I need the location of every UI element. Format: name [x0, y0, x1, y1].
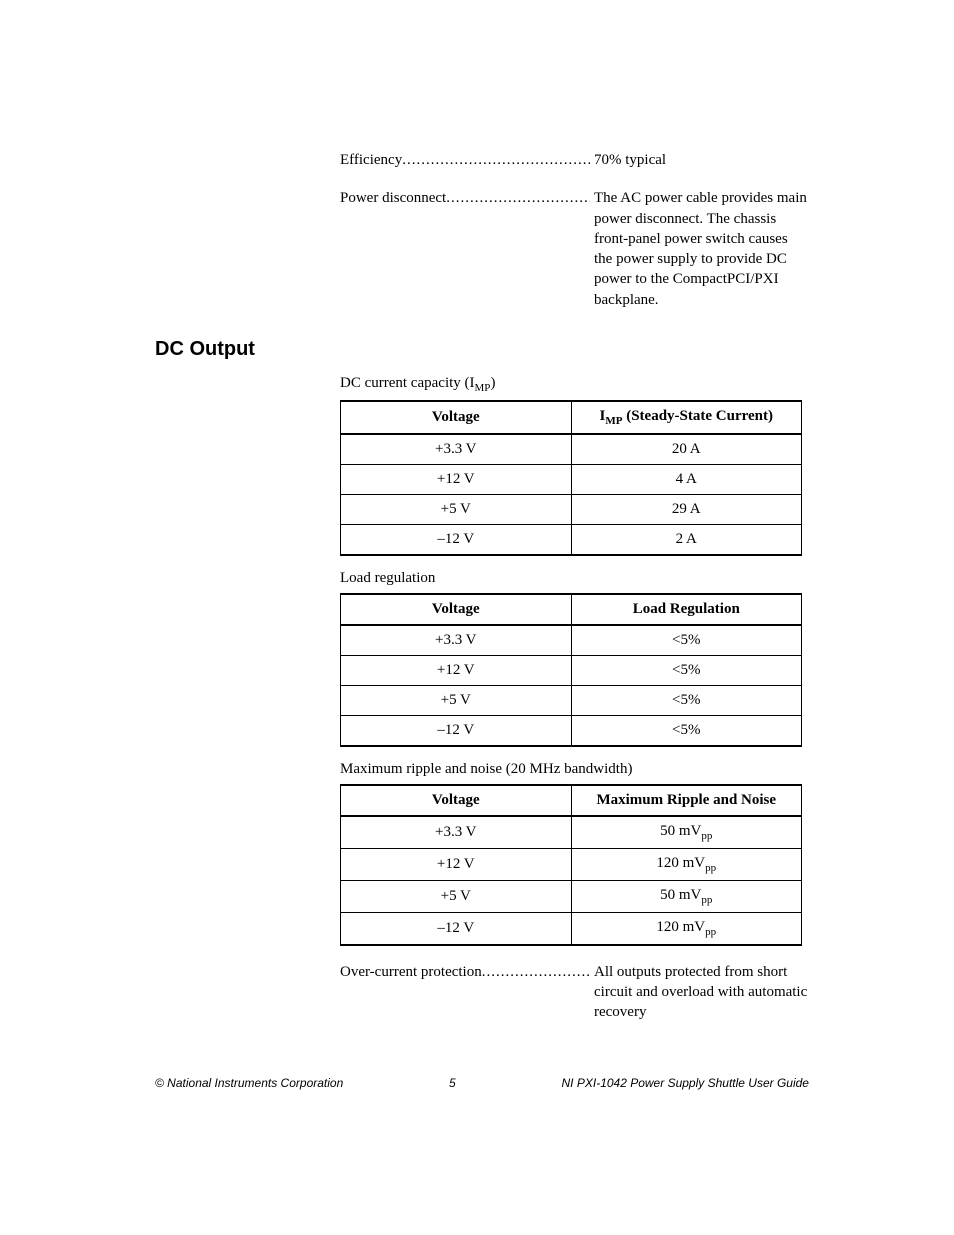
- spec-value: 70% typical: [590, 150, 809, 170]
- table-row: +3.3 V<5%: [341, 625, 802, 656]
- spec-row-power-disconnect: Power disconnect .......................…: [340, 188, 809, 310]
- cell-voltage: +5 V: [341, 685, 572, 715]
- spec-row-overcurrent: Over-current protection ................…: [340, 962, 809, 1023]
- val-prefix: 120 mV: [656, 855, 705, 871]
- table-caption-ripple: Maximum ripple and noise (20 MHz bandwid…: [340, 761, 809, 778]
- table-dc-capacity: Voltage IMP (Steady-State Current) +3.3 …: [340, 400, 802, 556]
- cell-value: <5%: [571, 625, 802, 656]
- cell-voltage: –12 V: [341, 912, 572, 945]
- cell-value: 4 A: [571, 464, 802, 494]
- leader-dots: ........................................…: [482, 962, 590, 982]
- leader-dots: ........................................…: [446, 188, 590, 208]
- spec-label: Over-current protection: [340, 962, 482, 982]
- cell-voltage: –12 V: [341, 715, 572, 746]
- caption-suffix: ): [490, 375, 495, 391]
- spec-label-wrap: Efficiency .............................…: [340, 150, 590, 170]
- footer-left: © National Instruments Corporation: [155, 1076, 343, 1090]
- leader-dots: ........................................…: [402, 150, 590, 170]
- col2-suffix: (Steady-State Current): [622, 408, 773, 424]
- col-header-voltage: Voltage: [341, 401, 572, 434]
- table-row: +5 V29 A: [341, 494, 802, 524]
- cell-voltage: +5 V: [341, 880, 572, 912]
- cell-voltage: +3.3 V: [341, 625, 572, 656]
- table-row: +3.3 V50 mVpp: [341, 816, 802, 849]
- footer-page-number: 5: [449, 1076, 456, 1090]
- val-sub: pp: [705, 862, 716, 874]
- footer-right: NI PXI-1042 Power Supply Shuttle User Gu…: [562, 1076, 809, 1090]
- val-prefix: 50 mV: [660, 887, 701, 903]
- spec-label: Efficiency: [340, 150, 402, 170]
- table-row: +12 V120 mVpp: [341, 848, 802, 880]
- table-row: –12 V120 mVpp: [341, 912, 802, 945]
- cell-voltage: +3.3 V: [341, 816, 572, 849]
- cell-voltage: +5 V: [341, 494, 572, 524]
- table-row: +3.3 V20 A: [341, 434, 802, 465]
- val-prefix: 120 mV: [656, 919, 705, 935]
- table-row: –12 V<5%: [341, 715, 802, 746]
- cell-voltage: +3.3 V: [341, 434, 572, 465]
- table-caption-capacity: DC current capacity (IMP): [340, 375, 809, 394]
- cell-value: <5%: [571, 655, 802, 685]
- spec-label: Power disconnect: [340, 188, 446, 208]
- cell-value: 2 A: [571, 524, 802, 555]
- table-ripple-noise: Voltage Maximum Ripple and Noise +3.3 V5…: [340, 784, 802, 946]
- table-header-row: Voltage IMP (Steady-State Current): [341, 401, 802, 434]
- cell-value: 29 A: [571, 494, 802, 524]
- table-caption-load: Load regulation: [340, 570, 809, 587]
- cell-value: 120 mVpp: [571, 912, 802, 945]
- page-footer: © National Instruments Corporation 5 NI …: [0, 1076, 954, 1090]
- table-load-regulation: Voltage Load Regulation +3.3 V<5% +12 V<…: [340, 593, 802, 747]
- val-sub: pp: [701, 894, 712, 906]
- cell-value: 120 mVpp: [571, 848, 802, 880]
- table-row: +12 V<5%: [341, 655, 802, 685]
- col-header-imp: IMP (Steady-State Current): [571, 401, 802, 434]
- col-header-load: Load Regulation: [571, 594, 802, 625]
- col-header-voltage: Voltage: [341, 594, 572, 625]
- cell-voltage: +12 V: [341, 464, 572, 494]
- spec-label-wrap: Power disconnect .......................…: [340, 188, 590, 310]
- col-header-voltage: Voltage: [341, 785, 572, 816]
- cell-value: 50 mVpp: [571, 880, 802, 912]
- spec-value: The AC power cable provides main power d…: [590, 188, 809, 310]
- table-row: +5 V<5%: [341, 685, 802, 715]
- cell-value: <5%: [571, 685, 802, 715]
- cell-value: 50 mVpp: [571, 816, 802, 849]
- spec-value: All outputs protected from short circuit…: [590, 962, 809, 1023]
- cell-voltage: –12 V: [341, 524, 572, 555]
- table-header-row: Voltage Load Regulation: [341, 594, 802, 625]
- cell-value: 20 A: [571, 434, 802, 465]
- col2-sub: MP: [605, 415, 622, 427]
- cell-value: <5%: [571, 715, 802, 746]
- table-header-row: Voltage Maximum Ripple and Noise: [341, 785, 802, 816]
- val-sub: pp: [701, 830, 712, 842]
- cell-voltage: +12 V: [341, 655, 572, 685]
- spec-row-efficiency: Efficiency .............................…: [340, 150, 809, 170]
- val-sub: pp: [705, 926, 716, 938]
- caption-sub: MP: [475, 382, 491, 394]
- cell-voltage: +12 V: [341, 848, 572, 880]
- table-row: –12 V2 A: [341, 524, 802, 555]
- table-row: +5 V50 mVpp: [341, 880, 802, 912]
- section-heading-dc-output: DC Output: [155, 338, 809, 361]
- table-row: +12 V4 A: [341, 464, 802, 494]
- val-prefix: 50 mV: [660, 823, 701, 839]
- col-header-ripple: Maximum Ripple and Noise: [571, 785, 802, 816]
- spec-label-wrap: Over-current protection ................…: [340, 962, 590, 1023]
- caption-text: DC current capacity (I: [340, 375, 475, 391]
